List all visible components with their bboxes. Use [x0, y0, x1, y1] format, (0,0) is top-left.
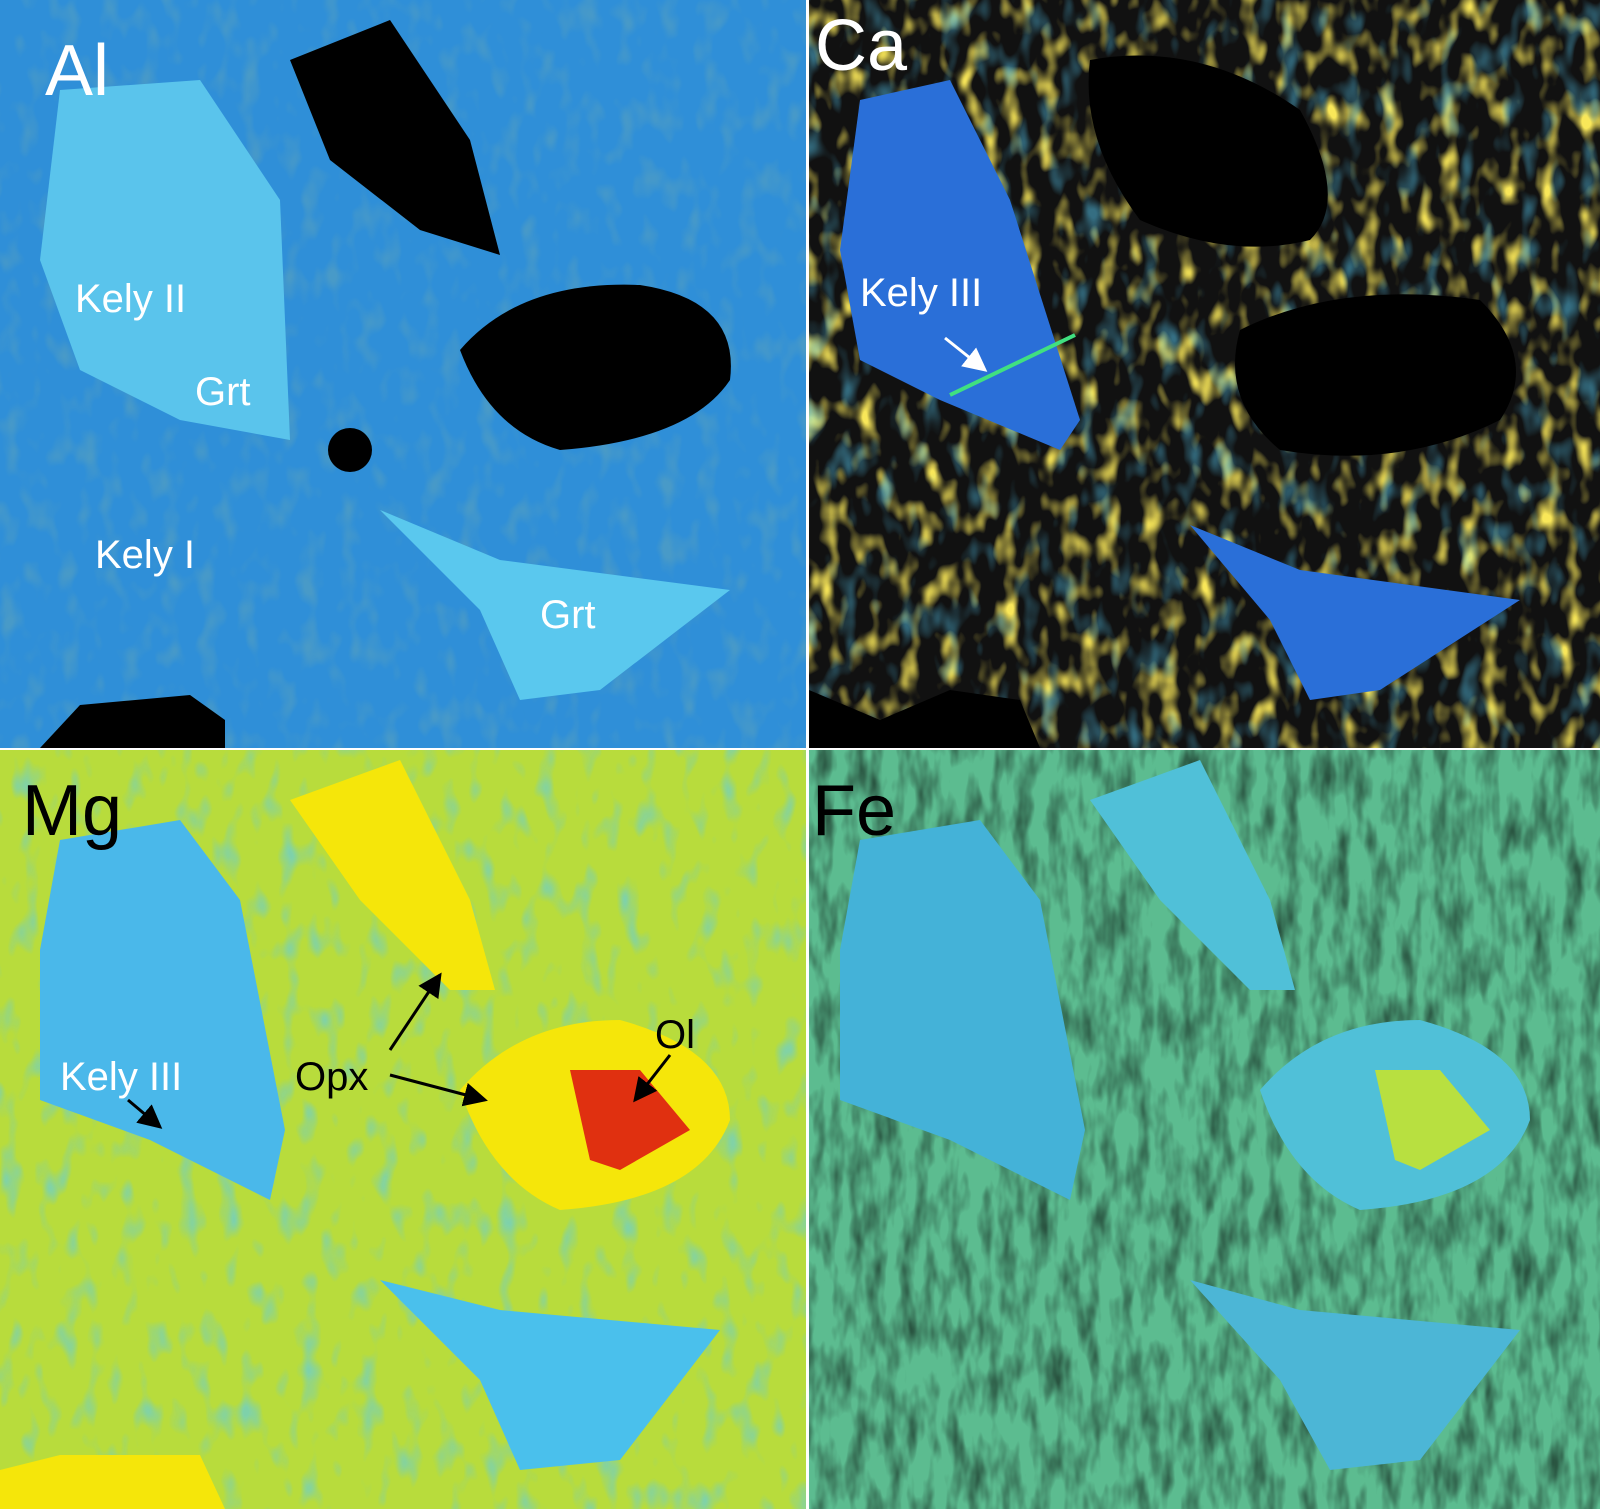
- phase-label: Grt: [195, 370, 251, 414]
- fe-panel: Fe: [809, 750, 1600, 1509]
- mg-panel: Mg Kely III Opx Ol: [0, 750, 806, 1509]
- phase-label: Kely III: [860, 271, 982, 315]
- ca-panel: Ca Kely III: [809, 0, 1600, 748]
- element-label: Ca: [815, 6, 908, 86]
- phase-label: Kely II: [75, 277, 186, 321]
- phase-label: Kely III: [60, 1055, 182, 1099]
- al-panel: Al Kely II Grt Kely I Grt: [0, 0, 806, 748]
- element-maps: Al Kely II Grt Kely I Grt Ca Kely III Mg…: [0, 0, 1600, 1509]
- phase-label: Opx: [295, 1055, 368, 1099]
- page: Al Kely II Grt Kely I Grt Ca Kely III Mg…: [0, 0, 1600, 1509]
- divider: [0, 748, 1600, 750]
- phase-label: Ol: [655, 1013, 695, 1057]
- element-label: Al: [45, 31, 109, 111]
- divider: [806, 0, 809, 1509]
- element-label: Mg: [22, 771, 122, 851]
- phase-label: Grt: [540, 593, 596, 637]
- phase-label: Kely I: [95, 533, 195, 577]
- element-label: Fe: [812, 771, 896, 851]
